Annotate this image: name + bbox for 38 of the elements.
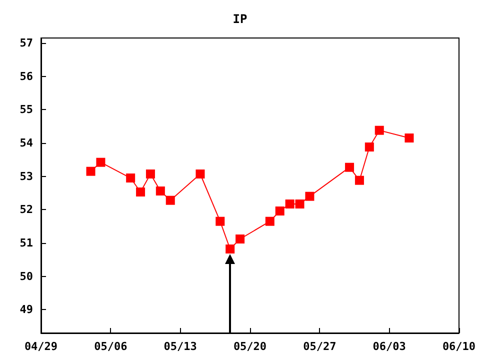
x-tick-label: 05/13 (164, 340, 197, 353)
y-tick-label: 49 (20, 303, 33, 316)
x-tick-label: 05/06 (94, 340, 128, 353)
point (285, 200, 294, 208)
x-tick-label: 04/29 (24, 340, 58, 353)
point (226, 244, 235, 254)
x-tick-label: 06/10 (442, 340, 476, 353)
x-tick-label: 06/03 (372, 340, 406, 353)
y-tick-label: 50 (20, 270, 33, 283)
point (364, 142, 374, 152)
point (295, 200, 304, 208)
y-tick-label: 54 (20, 136, 34, 150)
point (96, 158, 106, 167)
point (216, 216, 225, 226)
point (196, 170, 205, 178)
x-tick-label: 05/20 (233, 340, 267, 353)
point (86, 166, 96, 176)
y-tick-label: 52 (20, 203, 33, 216)
point (345, 162, 354, 172)
point (305, 192, 314, 201)
y-tick-label: 53 (20, 170, 33, 183)
point (374, 126, 384, 135)
x-tick-label: 05/27 (303, 340, 336, 353)
point (236, 234, 245, 244)
point (354, 176, 364, 185)
point (265, 216, 274, 226)
point (136, 188, 146, 196)
y-tick-label: 55 (20, 103, 33, 116)
point (156, 186, 165, 196)
point (166, 196, 175, 205)
point (146, 170, 155, 178)
point (404, 134, 414, 142)
y-tick-label: 51 (20, 236, 34, 250)
point (126, 174, 136, 182)
y-tick-label: 57 (20, 36, 33, 50)
chart-title: IP (232, 12, 248, 26)
y-tick-label: 56 (20, 70, 34, 83)
point (275, 206, 284, 216)
